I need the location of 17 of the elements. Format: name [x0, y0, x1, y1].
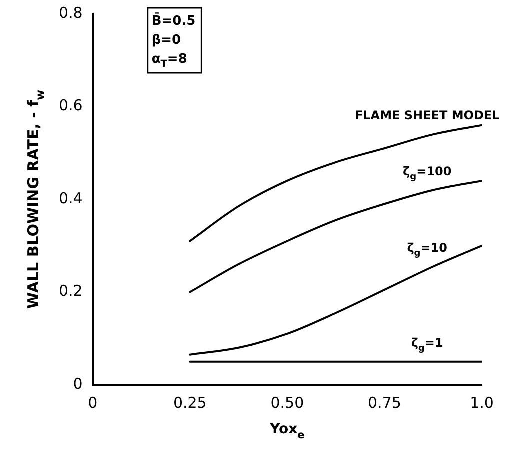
x-tick-label: 0.50 [270, 394, 304, 412]
y-tick-label: 0.8 [58, 4, 83, 22]
y-axis-title: WALL BLOWING RATE, - fw [24, 90, 47, 309]
annotation: β=0 [152, 32, 182, 48]
line-series [189, 124, 482, 242]
x-tick-label: 1.0 [470, 394, 494, 412]
y-tick-label: 0 [73, 374, 83, 393]
x-tick-label: 0.25 [173, 394, 207, 412]
y-tick-label: 0.4 [58, 189, 83, 208]
line-series [189, 244, 482, 356]
annotation: B̄=0.5 [152, 12, 196, 29]
x-tick-label: 0.75 [368, 394, 402, 412]
series-label: FLAME SHEET MODEL [354, 108, 500, 123]
y-tick-label: 0.2 [58, 282, 83, 300]
y-tick-label: 0.6 [58, 96, 83, 115]
x-tick-label: 0 [88, 394, 98, 412]
line-series [189, 180, 482, 294]
